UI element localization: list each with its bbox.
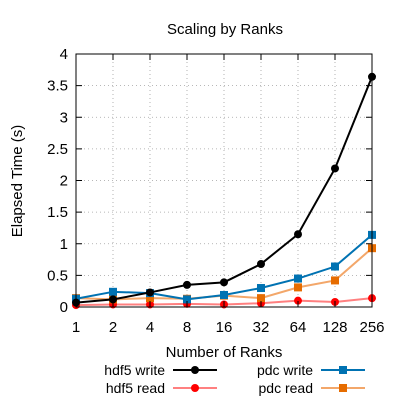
data-point: [294, 283, 302, 292]
legend-entry: pdc read: [259, 380, 365, 396]
y-tick-label: 1.5: [47, 204, 68, 221]
x-tick-label: 8: [183, 319, 191, 336]
y-tick-label: 2.5: [47, 141, 68, 158]
data-point: [220, 278, 228, 287]
data-point: [109, 287, 117, 296]
chart-title: Scaling by Ranks: [167, 21, 283, 38]
x-tick-label: 32: [253, 319, 270, 336]
legend-marker: [339, 366, 347, 374]
series-layer: [72, 72, 376, 310]
data-point: [294, 230, 302, 239]
data-point: [183, 280, 191, 289]
legend-label: hdf5 read: [106, 380, 165, 396]
y-tick-label: 2: [60, 173, 68, 190]
legend-label: pdc read: [259, 380, 313, 396]
x-tick-label: 64: [290, 319, 307, 336]
y-tick-label: 0: [60, 299, 68, 316]
legend-marker: [339, 384, 347, 392]
data-point: [109, 295, 117, 304]
y-axis-ticks: 0 0.5 1 1.5 2 2.5 3 3.5 4: [47, 46, 372, 316]
x-tick-label: 128: [322, 319, 347, 336]
x-tick-label: 4: [146, 319, 154, 336]
x-tick-label: 16: [216, 319, 233, 336]
data-point: [146, 294, 154, 303]
legend-label: hdf5 write: [104, 362, 165, 378]
legend-entry: hdf5 write: [104, 362, 217, 378]
y-tick-label: 4: [60, 46, 68, 63]
y-axis-label: Elapsed Time (s): [9, 125, 26, 238]
data-point: [331, 262, 339, 271]
x-tick-label: 2: [109, 319, 117, 336]
y-tick-label: 3: [60, 109, 68, 126]
legend-marker: [191, 384, 199, 392]
legend-marker: [191, 366, 199, 374]
data-point: [146, 288, 154, 297]
y-tick-label: 1: [60, 236, 68, 253]
legend-entry: hdf5 read: [106, 380, 217, 396]
legend-entry: pdc write: [257, 362, 365, 378]
data-point: [257, 294, 265, 303]
x-axis-ticks: 1 2 4 8 16 32 64 128 256: [72, 54, 385, 336]
data-point: [331, 164, 339, 173]
data-point: [331, 276, 339, 285]
data-point: [183, 295, 191, 304]
data-point: [220, 290, 228, 299]
series-pdc-write: [72, 230, 376, 304]
y-tick-label: 0.5: [47, 267, 68, 284]
legend: hdf5 write hdf5 read pdc write pdc read: [104, 362, 365, 396]
data-point: [294, 274, 302, 283]
x-tick-label: 1: [72, 319, 80, 336]
series-hdf5-write: [72, 72, 376, 307]
series-line: [75, 234, 373, 301]
data-point: [257, 259, 265, 268]
x-axis-label: Number of Ranks: [166, 344, 283, 361]
grid: [76, 54, 372, 307]
data-point: [294, 296, 302, 305]
y-tick-label: 3.5: [47, 78, 68, 95]
x-tick-label: 256: [359, 319, 384, 336]
legend-label: pdc write: [257, 362, 313, 378]
data-point: [257, 284, 265, 293]
